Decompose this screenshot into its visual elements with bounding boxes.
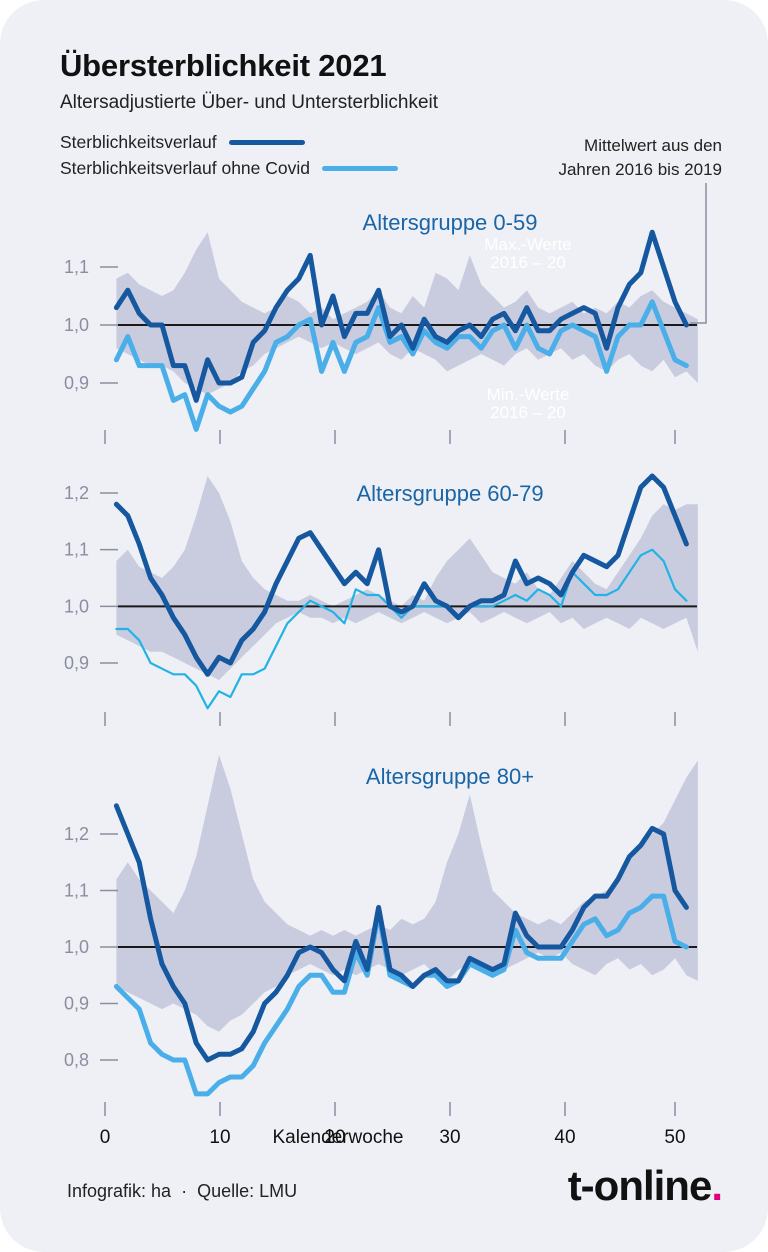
legend-item-dark: Sterblichkeitsverlauf bbox=[60, 132, 305, 153]
x-tick-label: 40 bbox=[554, 1127, 575, 1148]
mean-annotation-line1: Mittelwert aus den bbox=[584, 136, 722, 155]
y-tick-label: 1,1 bbox=[64, 881, 89, 901]
x-axis-title: Kalenderwoche bbox=[273, 1127, 404, 1148]
panel-title: Altersgruppe 0-59 bbox=[363, 210, 538, 235]
x-tick-label: 50 bbox=[664, 1127, 685, 1148]
band-label-min: Min.-Werte bbox=[487, 385, 570, 404]
legend-swatch-light bbox=[322, 166, 398, 171]
mean-annotation-connector bbox=[690, 183, 707, 324]
page-title: Übersterblichkeit 2021 bbox=[60, 48, 387, 83]
x-tick-label: 0 bbox=[100, 1127, 111, 1148]
minmax-band bbox=[116, 754, 698, 1032]
series-line-sterblichkeit bbox=[113, 229, 689, 403]
y-tick-label: 1,0 bbox=[64, 315, 89, 335]
minmax-band bbox=[116, 476, 698, 680]
page-subtitle: Altersadjustierte Über- und Untersterbli… bbox=[60, 92, 439, 113]
footer: Infografik: ha · Quelle: LMU bbox=[67, 1181, 297, 1202]
y-tick-label: 0,9 bbox=[64, 994, 89, 1014]
legend-swatch-dark bbox=[228, 140, 305, 145]
band-label-max: Max.-Werte bbox=[484, 235, 572, 254]
mean-annotation-line2: Jahren 2016 bis 2019 bbox=[558, 160, 722, 179]
series-line-ohne-covid bbox=[115, 548, 688, 710]
y-tick-label: 1,2 bbox=[64, 824, 89, 844]
x-tick-label: 10 bbox=[209, 1127, 230, 1148]
minmax-band bbox=[116, 232, 698, 395]
mean-annotation: Mittelwert aus den Jahren 2016 bis 2019 bbox=[462, 134, 722, 182]
legend-label-dark: Sterblichkeitsverlauf bbox=[60, 132, 217, 152]
footer-separator: · bbox=[181, 1181, 188, 1201]
panel-title: Altersgruppe 60-79 bbox=[356, 481, 543, 506]
series-line-ohne-covid bbox=[113, 299, 689, 432]
y-tick-label: 0,9 bbox=[64, 653, 89, 673]
y-tick-label: 1,0 bbox=[64, 937, 89, 957]
panel-2: 0,9 1,0 1,1 1,2 Altersgruppe 60-79 bbox=[64, 473, 698, 726]
series-line-sterblichkeit bbox=[113, 473, 689, 677]
legend-label-light: Sterblichkeitsverlauf ohne Covid bbox=[60, 158, 310, 178]
panel-3: 0,8 0,9 1,0 1,1 1,2 Altersgruppe 80+ 0 10 20 30 40… bbox=[64, 754, 698, 1148]
brand-dot: . bbox=[711, 1162, 723, 1209]
footer-source: Quelle: LMU bbox=[197, 1181, 298, 1201]
y-tick-label: 0,8 bbox=[64, 1050, 89, 1070]
y-tick-label: 1,2 bbox=[64, 483, 89, 503]
brand-name: t-online bbox=[567, 1162, 713, 1209]
y-tick-label: 1,1 bbox=[64, 257, 89, 277]
x-tick-label: 30 bbox=[439, 1127, 460, 1148]
series-line-sterblichkeit bbox=[113, 803, 689, 1063]
y-tick-label: 1,1 bbox=[64, 540, 89, 560]
legend-item-light: Sterblichkeitsverlauf ohne Covid bbox=[60, 158, 398, 179]
panel-title: Altersgruppe 80+ bbox=[366, 764, 534, 789]
footer-credit: Infografik: ha bbox=[67, 1181, 172, 1201]
series-line-ohne-covid bbox=[113, 893, 689, 1097]
y-tick-label: 1,0 bbox=[64, 596, 89, 616]
y-tick-label: 0,9 bbox=[64, 373, 89, 393]
band-label-min: 2016 – 20 bbox=[490, 403, 566, 422]
brand-logo: t-online. bbox=[567, 1162, 723, 1210]
x-tick-label: 20 bbox=[324, 1127, 345, 1148]
band-label-max: 2016 – 20 bbox=[490, 253, 566, 272]
